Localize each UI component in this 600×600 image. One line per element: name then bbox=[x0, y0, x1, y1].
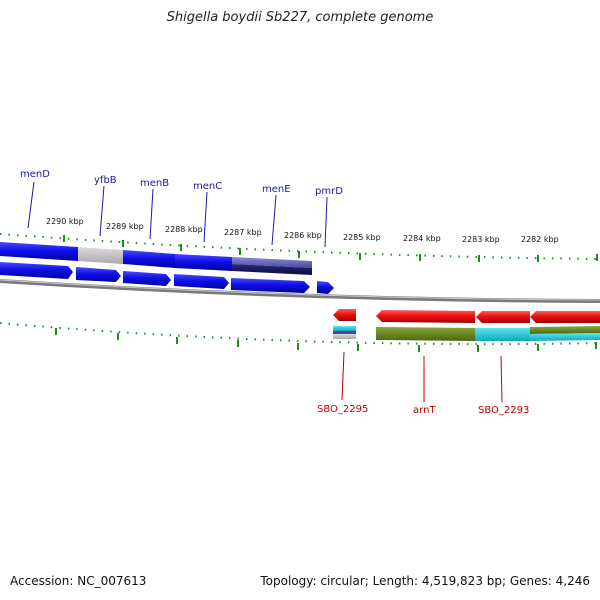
tick-label: 2288 kbp bbox=[165, 225, 203, 234]
tick-label: 2287 kbp bbox=[224, 228, 262, 237]
gene-arrow-menE[interactable] bbox=[231, 278, 310, 293]
tick-label: 2284 kbp bbox=[403, 234, 441, 243]
forward-strand-genes bbox=[0, 262, 334, 294]
map-title: Shigella boydii Sb227, complete genome bbox=[166, 10, 434, 25]
gene-label-SBO_2295[interactable]: SBO_2295 bbox=[317, 404, 368, 415]
gene-label-menD[interactable]: menD bbox=[20, 169, 50, 180]
gene-label-pmrD[interactable]: pmrD bbox=[315, 186, 343, 197]
forward-label-leaders bbox=[27, 181, 328, 248]
genome-stats: Topology: circular; Length: 4,519,823 bp… bbox=[260, 574, 590, 588]
tick-label: 2283 kbp bbox=[462, 235, 500, 244]
gene-arrow-SBO_2295[interactable] bbox=[333, 309, 356, 321]
homology-segment bbox=[333, 331, 356, 334]
genome-backbone-highlight bbox=[0, 279, 600, 301]
reverse-gene-labels: SBO_2295 arnT SBO_2293 bbox=[317, 404, 529, 416]
homology-segment bbox=[232, 264, 312, 275]
lower-homology-band bbox=[333, 326, 600, 341]
reverse-label-leaders bbox=[341, 351, 503, 403]
gene-arrow-next[interactable] bbox=[530, 311, 600, 323]
gene-label-menC[interactable]: menC bbox=[193, 181, 222, 192]
homology-segment bbox=[123, 250, 175, 268]
upper-major-ticks bbox=[63, 235, 598, 262]
genome-backbone bbox=[0, 279, 600, 303]
accession-info: Accession: NC_007613 bbox=[10, 574, 147, 588]
homology-segment bbox=[333, 326, 356, 331]
reverse-strand-genes bbox=[333, 309, 600, 323]
gene-label-yfbB[interactable]: yfbB bbox=[94, 175, 117, 186]
lower-major-ticks bbox=[55, 328, 597, 352]
gene-arrow-pmrD[interactable] bbox=[317, 281, 334, 294]
homology-segment bbox=[0, 242, 78, 261]
homology-segment bbox=[376, 327, 475, 341]
tick-labels: 2290 kbp 2289 kbp 2288 kbp 2287 kbp 2286… bbox=[46, 217, 559, 244]
gene-label-menB[interactable]: menB bbox=[140, 178, 169, 189]
gene-label-menE[interactable]: menE bbox=[262, 184, 291, 195]
tick-label: 2282 kbp bbox=[521, 235, 559, 244]
homology-segment bbox=[530, 326, 600, 334]
gene-arrow-yfbB[interactable] bbox=[76, 267, 121, 282]
homology-segment bbox=[530, 333, 600, 341]
gene-arrow-menC[interactable] bbox=[174, 274, 229, 289]
homology-segment bbox=[475, 328, 530, 341]
homology-segment bbox=[175, 254, 232, 271]
tick-label: 2285 kbp bbox=[343, 233, 381, 242]
homology-segment bbox=[78, 247, 123, 264]
homology-segment bbox=[333, 334, 356, 339]
gene-label-arnT[interactable]: arnT bbox=[413, 405, 436, 416]
tick-label: 2286 kbp bbox=[284, 231, 322, 240]
gene-arrow-SBO_2293[interactable] bbox=[476, 311, 530, 323]
tick-label: 2289 kbp bbox=[106, 222, 144, 231]
upper-homology-band bbox=[0, 242, 312, 275]
gene-arrow-menB[interactable] bbox=[123, 271, 171, 286]
gene-arrow-arnT[interactable] bbox=[376, 310, 475, 323]
homology-segment bbox=[232, 257, 312, 268]
gene-label-SBO_2293[interactable]: SBO_2293 bbox=[478, 405, 529, 416]
forward-gene-labels: menD yfbB menB menC menE pmrD bbox=[20, 169, 343, 197]
tick-label: 2290 kbp bbox=[46, 217, 84, 226]
gene-arrow-menD[interactable] bbox=[0, 262, 73, 279]
